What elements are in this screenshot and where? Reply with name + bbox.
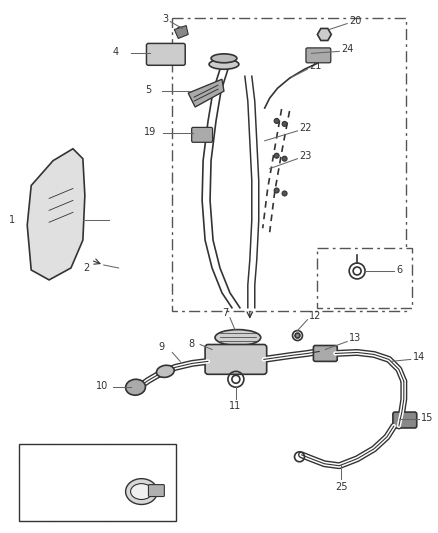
Text: 9: 9 (159, 343, 165, 352)
Ellipse shape (131, 483, 152, 499)
Text: 18: 18 (72, 508, 84, 518)
FancyBboxPatch shape (393, 412, 417, 428)
FancyBboxPatch shape (314, 345, 337, 361)
Circle shape (274, 118, 279, 124)
FancyBboxPatch shape (148, 484, 164, 497)
Text: 14: 14 (413, 352, 425, 362)
Text: 8: 8 (188, 338, 194, 349)
Text: 15: 15 (421, 413, 433, 423)
Text: PNC: PNC (67, 448, 89, 458)
Text: 4: 4 (113, 47, 119, 58)
Ellipse shape (126, 379, 145, 395)
Polygon shape (188, 79, 224, 107)
Ellipse shape (126, 479, 157, 504)
Bar (172, 18, 406, 311)
Circle shape (129, 382, 138, 392)
Circle shape (295, 333, 300, 338)
FancyBboxPatch shape (192, 127, 212, 142)
Circle shape (321, 31, 328, 38)
Bar (19, 444, 176, 521)
Circle shape (32, 472, 36, 476)
Text: 23: 23 (300, 151, 312, 161)
Text: 22: 22 (300, 123, 312, 133)
FancyBboxPatch shape (205, 344, 267, 374)
Ellipse shape (215, 329, 261, 345)
Ellipse shape (209, 59, 239, 69)
Text: 6: 6 (397, 265, 403, 275)
Circle shape (282, 191, 287, 196)
Text: 12: 12 (309, 311, 322, 321)
Text: 10: 10 (96, 381, 108, 391)
Text: 16: 16 (72, 469, 84, 479)
Bar (318, 248, 412, 308)
Text: 11: 11 (229, 401, 241, 411)
Text: 2: 2 (83, 263, 89, 273)
Text: 20: 20 (349, 15, 361, 26)
Text: 13: 13 (349, 333, 361, 343)
Ellipse shape (156, 365, 174, 377)
FancyBboxPatch shape (146, 43, 185, 65)
Text: 24: 24 (341, 44, 353, 54)
Text: 25: 25 (335, 482, 348, 491)
Circle shape (274, 188, 279, 193)
Text: 3: 3 (162, 13, 169, 23)
Text: SHAPE: SHAPE (123, 448, 160, 458)
Text: 19: 19 (144, 127, 156, 137)
Text: 1: 1 (9, 215, 15, 225)
Text: 7: 7 (222, 308, 228, 318)
Circle shape (274, 153, 279, 158)
Text: 21: 21 (309, 61, 322, 71)
Circle shape (282, 156, 287, 161)
Text: 5: 5 (145, 85, 152, 95)
FancyBboxPatch shape (306, 48, 331, 63)
Circle shape (282, 122, 287, 126)
Polygon shape (27, 149, 85, 280)
Text: 17: 17 (72, 490, 84, 500)
Polygon shape (174, 26, 188, 38)
Ellipse shape (211, 54, 237, 63)
